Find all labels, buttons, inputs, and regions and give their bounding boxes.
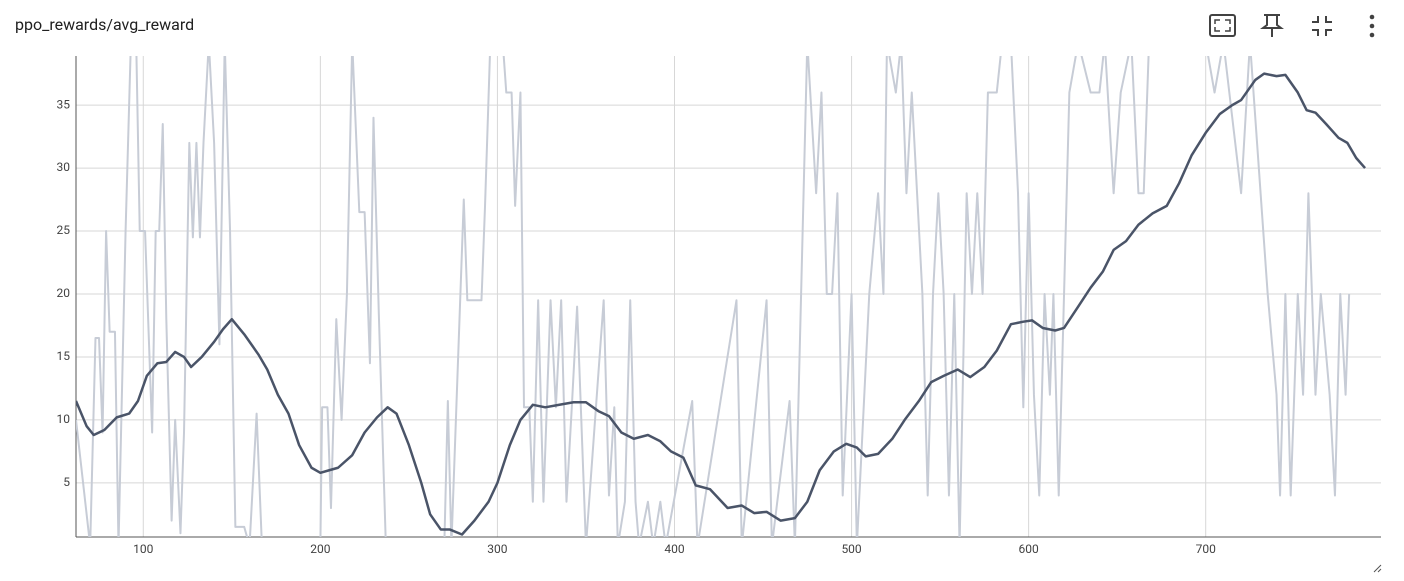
y-tick-label: 15 [57, 349, 71, 363]
x-tick-label: 200 [310, 542, 330, 556]
y-tick-label: 25 [57, 223, 71, 237]
y-tick-label: 30 [57, 160, 71, 174]
chart-title: ppo_rewards/avg_reward [15, 15, 194, 34]
y-tick-label: 35 [57, 97, 71, 111]
fit-domain-button[interactable] [1209, 14, 1236, 37]
y-tick-label: 10 [57, 412, 71, 426]
pin-button[interactable] [1260, 14, 1284, 37]
x-tick-label: 300 [487, 542, 507, 556]
data-line [76, 56, 1351, 537]
data-line [76, 72, 1366, 536]
plot-area [76, 56, 1366, 537]
x-tick-label: 100 [133, 542, 153, 556]
toolbar [1209, 14, 1375, 38]
y-tick-label: 5 [63, 475, 70, 489]
y-tick-label: 20 [57, 286, 71, 300]
x-tick-label: 600 [1019, 542, 1039, 556]
x-tick-label: 400 [664, 542, 684, 556]
x-tick-label: 500 [841, 542, 861, 556]
resize-handle[interactable] [1373, 564, 1382, 573]
x-tick-label: 700 [1196, 542, 1216, 556]
collapse-button[interactable] [1312, 16, 1332, 36]
more-button[interactable] [1369, 14, 1375, 38]
